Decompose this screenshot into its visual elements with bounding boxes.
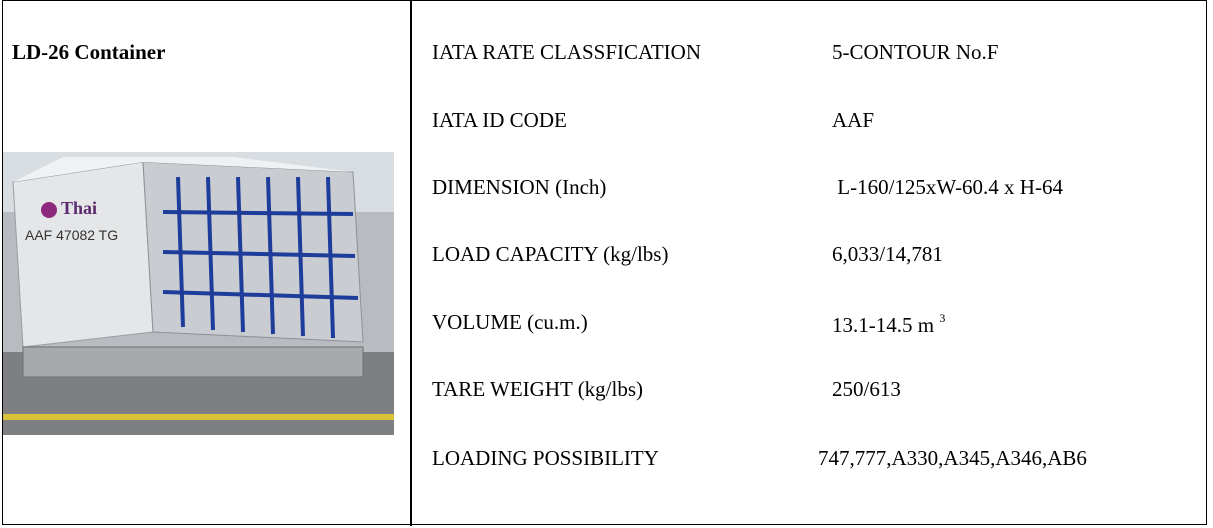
row-label: VOLUME (cu.m.) bbox=[432, 312, 588, 333]
row-value: L-160/125xW-60.4 x H-64 bbox=[832, 177, 1063, 198]
row-value: AAF bbox=[832, 110, 874, 131]
page: LD-26 Container Thai AAF 47082 TG IATA R… bbox=[0, 0, 1213, 528]
column-divider bbox=[410, 0, 412, 526]
title: LD-26 Container bbox=[12, 42, 165, 63]
row-label: LOAD CAPACITY (kg/lbs) bbox=[432, 244, 668, 265]
row-value: 747,777,A330,A345,A346,AB6 bbox=[818, 448, 1087, 469]
row-label: IATA RATE CLASSFICATION bbox=[432, 42, 701, 63]
row-label: TARE WEIGHT (kg/lbs) bbox=[432, 379, 643, 400]
logo-text: Thai bbox=[61, 198, 97, 218]
row-label: DIMENSION (Inch) bbox=[432, 177, 606, 198]
row-value: 250/613 bbox=[832, 379, 901, 400]
container-code: AAF 47082 TG bbox=[25, 227, 118, 243]
row-value: 5-CONTOUR No.F bbox=[832, 42, 998, 63]
container-photo: Thai AAF 47082 TG bbox=[3, 152, 394, 435]
row-label: IATA ID CODE bbox=[432, 110, 567, 131]
row-value: 6,033/14,781 bbox=[832, 244, 943, 265]
superscript: 3 bbox=[939, 311, 945, 325]
row-value: 13.1-14.5 m 3 bbox=[832, 312, 945, 336]
row-label: LOADING POSSIBILITY bbox=[432, 448, 659, 469]
